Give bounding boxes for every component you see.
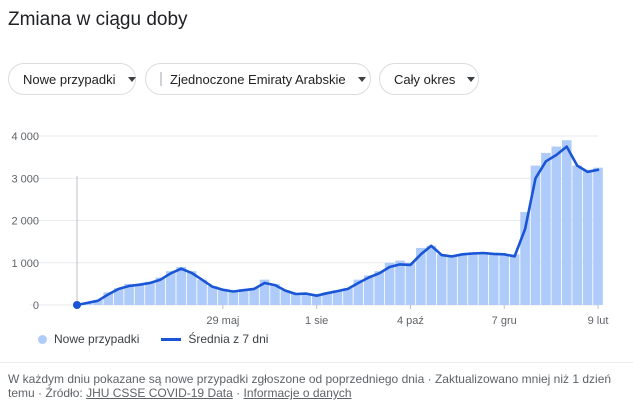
y-tick-label: 0 xyxy=(33,300,39,312)
caret-down-icon xyxy=(127,76,136,82)
y-tick-label: 1 000 xyxy=(11,258,39,270)
footer-divider xyxy=(0,362,633,363)
bar xyxy=(301,293,312,305)
bar xyxy=(197,279,207,305)
bar xyxy=(561,140,572,305)
bar xyxy=(447,256,457,305)
footer-note: W każdym dniu pokazane są nowe przypadki… xyxy=(8,372,425,386)
y-tick-label: 4 000 xyxy=(11,131,39,143)
chart-legend: Nowe przypadki Średnia z 7 dni xyxy=(38,332,268,346)
bar xyxy=(436,254,447,305)
bar xyxy=(541,152,551,305)
bar xyxy=(572,165,582,305)
footer-updated: Zaktualizowano mniej niż 1 dzień temu xyxy=(8,372,612,400)
bar xyxy=(270,283,280,305)
bar xyxy=(291,294,301,305)
bar xyxy=(551,146,562,305)
bar xyxy=(478,252,489,305)
bar xyxy=(249,288,259,305)
y-tick-label: 3 000 xyxy=(11,173,39,185)
country-dropdown[interactable]: Zjednoczone Emiraty Arabskie xyxy=(145,63,371,95)
bar xyxy=(395,260,405,305)
start-point xyxy=(73,301,81,309)
bar xyxy=(176,266,186,305)
bar xyxy=(113,288,124,305)
bar xyxy=(311,295,322,305)
bar xyxy=(218,288,228,305)
bar xyxy=(468,252,478,305)
x-tick-label: 29 maj xyxy=(206,315,239,327)
footer: W każdym dniu pokazane są nowe przypadki… xyxy=(8,372,612,400)
bar xyxy=(520,212,530,305)
bar xyxy=(499,254,510,305)
metric-dropdown-label: Nowe przypadki xyxy=(23,71,116,87)
bars-legend-dot xyxy=(38,334,47,344)
bar xyxy=(165,271,176,305)
source-link[interactable]: JHU CSSE COVID-19 Data xyxy=(86,386,233,400)
bar xyxy=(103,292,114,305)
bar xyxy=(457,254,468,305)
country-dropdown-label: Zjednoczone Emiraty Arabskie xyxy=(170,71,346,87)
bar xyxy=(374,271,384,305)
caret-down-icon xyxy=(467,76,476,82)
bar xyxy=(416,247,426,305)
caret-down-icon xyxy=(357,76,366,82)
bar xyxy=(93,299,103,305)
period-dropdown-label: Cały okres xyxy=(394,71,456,87)
bar xyxy=(405,262,416,305)
bar xyxy=(322,292,332,305)
bar xyxy=(509,254,520,305)
footer-source-label: Źródło: xyxy=(45,386,83,400)
period-dropdown[interactable]: Cały okres xyxy=(379,63,479,95)
x-tick-label: 4 paź xyxy=(397,315,424,327)
bar xyxy=(155,277,166,305)
bar xyxy=(489,254,499,305)
uae-flag-icon xyxy=(160,72,162,86)
x-tick-label: 1 sie xyxy=(305,315,328,327)
bar xyxy=(384,262,395,305)
bar xyxy=(363,275,374,305)
bar xyxy=(124,283,134,305)
y-tick-label: 2 000 xyxy=(11,216,39,228)
bar xyxy=(145,281,155,305)
bar xyxy=(186,271,197,305)
average-line xyxy=(75,145,600,307)
line-legend-swatch xyxy=(161,337,182,341)
x-tick-label: 9 lut xyxy=(588,315,609,327)
bar xyxy=(228,291,239,305)
bar xyxy=(134,283,145,305)
x-tick-label: 7 gru xyxy=(492,315,517,327)
cases-chart[interactable]: 0 1 000 2 000 3 000 4 000 29 maj 1 sie 4 paź 7 g… xyxy=(0,118,633,328)
bar xyxy=(259,279,270,305)
bar xyxy=(238,288,249,305)
bar xyxy=(343,288,353,305)
bars-legend-label: Nowe przypadki xyxy=(54,332,140,346)
bar xyxy=(582,169,593,305)
bar xyxy=(353,279,364,305)
line-legend-label: Średnia z 7 dni xyxy=(188,332,269,346)
bar xyxy=(207,285,218,305)
bar xyxy=(332,290,343,305)
bar xyxy=(593,167,603,305)
bar xyxy=(426,245,437,305)
page-title: Zmiana w ciągu doby xyxy=(8,9,188,30)
bar xyxy=(530,165,541,305)
metric-dropdown[interactable]: Nowe przypadki xyxy=(8,63,136,95)
bar xyxy=(280,290,291,305)
info-link[interactable]: Informacje o danych xyxy=(243,386,352,400)
